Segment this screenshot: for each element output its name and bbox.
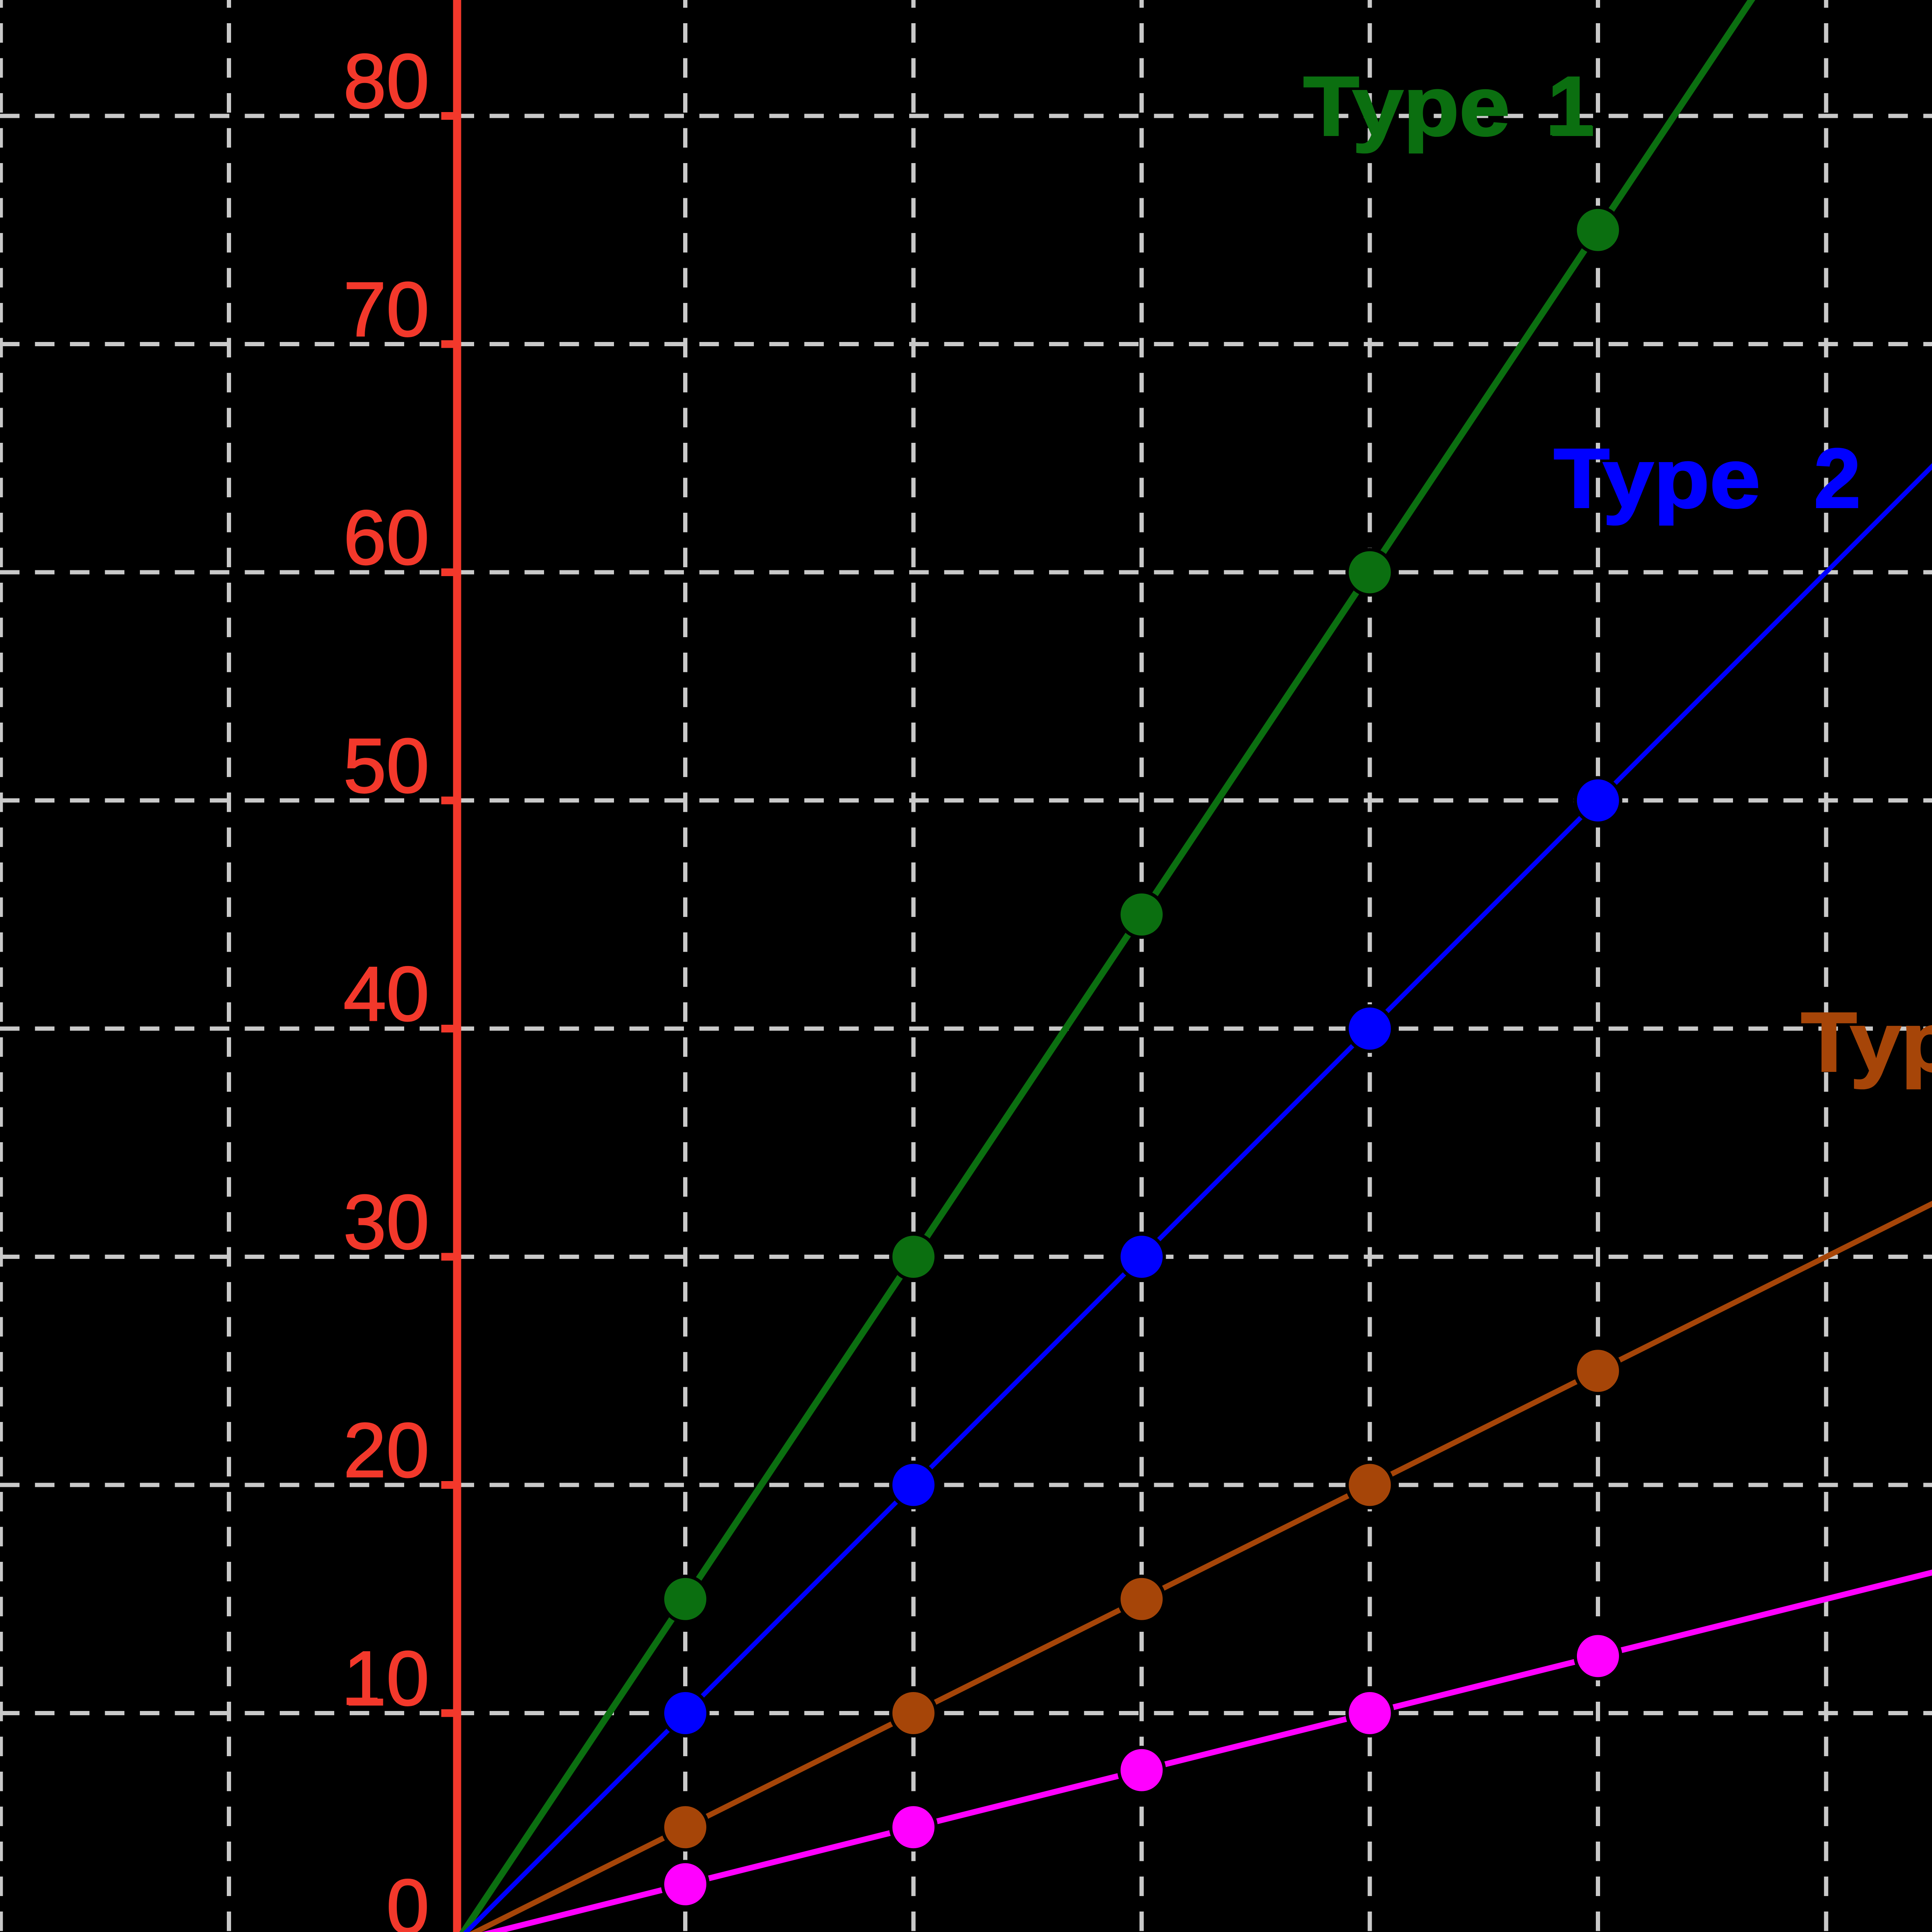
- svg-text:0: 0: [386, 1864, 429, 1932]
- svg-text:60: 60: [344, 495, 429, 581]
- svg-text:70: 70: [344, 267, 429, 353]
- svg-text:20: 20: [344, 1407, 429, 1493]
- svg-text:2: 2: [1814, 432, 1861, 526]
- svg-text:Type: Type: [1801, 995, 1932, 1089]
- svg-text:40: 40: [344, 951, 429, 1037]
- svg-text:10: 10: [344, 1636, 429, 1722]
- svg-text:80: 80: [344, 38, 429, 124]
- svg-text:Type: Type: [1303, 60, 1510, 153]
- svg-text:Type: Type: [1554, 432, 1760, 526]
- svg-text:1: 1: [1548, 60, 1594, 153]
- svg-text:30: 30: [344, 1179, 429, 1265]
- svg-text:50: 50: [344, 723, 429, 809]
